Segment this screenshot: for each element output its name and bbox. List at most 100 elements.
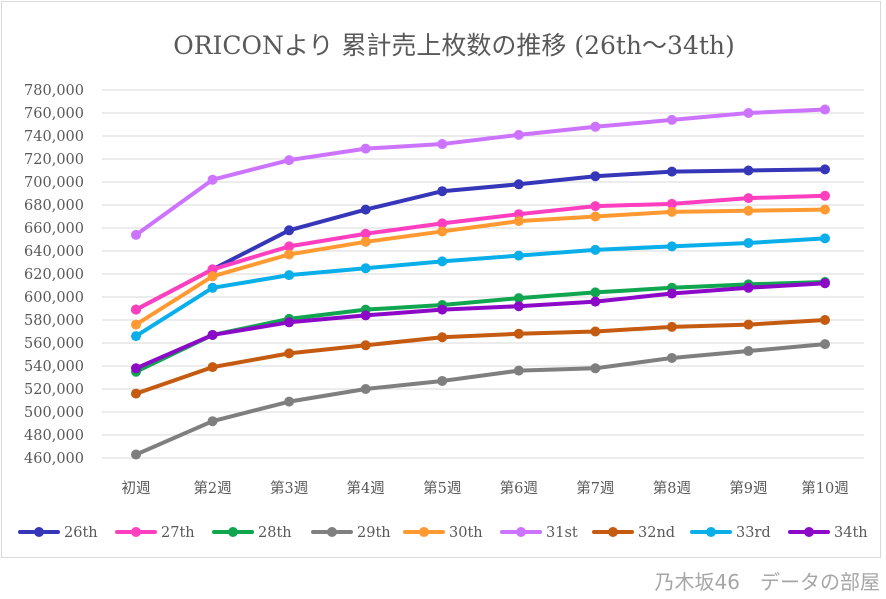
data-point [743, 319, 754, 330]
legend-item: 29th [311, 525, 391, 541]
legend-marker [419, 527, 429, 537]
data-point [666, 166, 677, 177]
data-point [360, 143, 371, 154]
data-point [743, 108, 754, 118]
data-point [284, 270, 295, 281]
legend: 26th 27th 28th 29th 30th 31st 32nd 33rd 34th [18, 525, 868, 541]
data-point [513, 365, 524, 376]
chart-title: ORICONより 累計売上枚数の推移 (26th～34th) [173, 31, 735, 60]
data-point [820, 204, 830, 215]
data-point [666, 321, 677, 332]
data-point [207, 329, 218, 340]
data-point [666, 352, 677, 363]
grid-lines [102, 89, 864, 459]
data-point [360, 236, 371, 247]
data-point [820, 315, 830, 325]
series-32nd [131, 315, 830, 399]
data-point [820, 278, 830, 289]
series-line [134, 318, 827, 396]
y-tick-label: 780,000 [24, 83, 84, 99]
legend-item: 33rd [690, 525, 771, 541]
series-33rd [131, 233, 830, 342]
legend-item: 30th [403, 525, 483, 541]
legend-marker [131, 527, 141, 537]
data-point [360, 384, 371, 394]
data-point [131, 304, 141, 315]
data-point [131, 229, 141, 240]
series-29th [131, 339, 830, 460]
y-tick-label: 480,000 [24, 428, 84, 444]
data-point [360, 204, 371, 215]
watermark: 乃木坂46 データの部屋 [654, 570, 880, 594]
data-point [666, 206, 677, 217]
data-point [513, 209, 524, 220]
legend-item: 34th [788, 525, 868, 541]
data-point [360, 228, 371, 239]
legend-marker [516, 527, 526, 537]
y-tick-label: 660,000 [24, 221, 84, 237]
data-point [513, 216, 524, 227]
x-tick-label: 第3週 [270, 479, 308, 497]
data-point [131, 388, 141, 399]
x-tick-label: 第2週 [193, 479, 231, 497]
data-point [284, 225, 295, 236]
data-point [743, 205, 754, 216]
data-point [513, 328, 524, 339]
legend-item: 26th [18, 525, 98, 541]
data-point [207, 174, 218, 185]
x-axis-ticks: 初週 第2週 第3週 第4週 第5週 第6週 第7週 第8週 第9週 第10週 [122, 479, 849, 497]
legend-item: 27th [115, 525, 195, 541]
data-point [820, 233, 830, 244]
x-tick-label: 第10週 [801, 479, 848, 497]
data-point [207, 416, 218, 427]
series-line [134, 107, 827, 237]
legend-marker [804, 527, 814, 537]
y-tick-label: 680,000 [24, 198, 84, 214]
series-31st [131, 104, 830, 240]
x-tick-label: 第8週 [653, 479, 691, 497]
data-point [360, 340, 371, 351]
legend-marker [34, 527, 44, 537]
data-point [437, 186, 448, 197]
data-point [207, 271, 218, 282]
data-point [590, 296, 601, 307]
data-point [666, 241, 677, 252]
series-26th [131, 164, 830, 315]
data-point [131, 319, 141, 330]
series-27th [131, 190, 830, 315]
legend-marker [608, 527, 618, 537]
data-point [437, 226, 448, 237]
legend-marker [327, 527, 337, 537]
data-point [284, 155, 295, 166]
data-point [590, 201, 601, 212]
y-tick-label: 460,000 [24, 451, 84, 467]
y-tick-label: 600,000 [24, 290, 84, 306]
legend-marker [228, 527, 238, 537]
data-point [131, 363, 141, 374]
data-point [590, 211, 601, 222]
x-tick-label: 第5週 [423, 479, 461, 497]
y-tick-label: 540,000 [24, 359, 84, 375]
data-point [131, 449, 141, 460]
data-point [284, 249, 295, 260]
data-point [743, 165, 754, 176]
series-line [134, 342, 827, 457]
legend-label: 26th [64, 525, 98, 541]
y-tick-label: 640,000 [24, 244, 84, 260]
data-point [513, 293, 524, 304]
x-tick-label: 第7週 [576, 479, 614, 497]
legend-label: 27th [161, 525, 195, 541]
data-point [590, 287, 601, 298]
series-line [134, 167, 827, 312]
y-tick-label: 580,000 [24, 313, 84, 329]
data-point [513, 250, 524, 261]
series-30th [131, 204, 830, 330]
data-point [513, 301, 524, 312]
data-point [437, 139, 448, 150]
legend-label: 29th [357, 525, 391, 541]
data-point [820, 104, 830, 115]
data-point [513, 129, 524, 140]
data-point [437, 256, 448, 267]
data-point [743, 237, 754, 248]
data-point [360, 263, 371, 274]
